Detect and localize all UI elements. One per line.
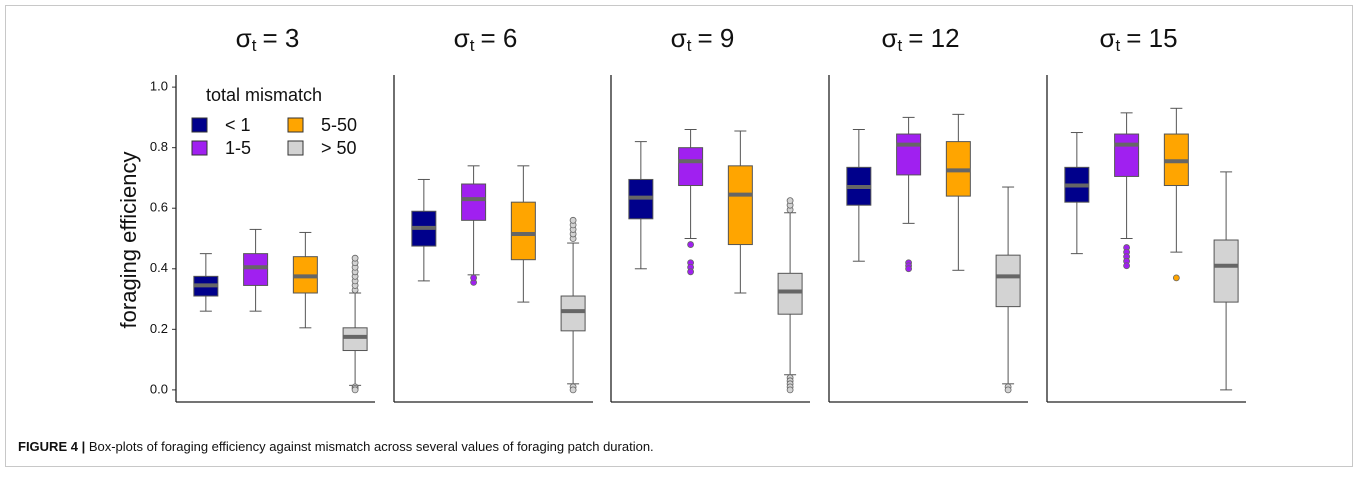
outlier — [687, 241, 694, 248]
y-tick-label: 0.6 — [150, 200, 168, 215]
panel-title: σt = 6 — [454, 23, 518, 56]
box — [727, 165, 753, 246]
panel-title-value: = 15 — [1126, 23, 1177, 53]
panel-title: σt = 9 — [671, 23, 735, 56]
caption-label: FIGURE 4 | — [18, 439, 85, 454]
panel-title-subscript: t — [252, 36, 257, 55]
panel-title-subscript: t — [687, 36, 692, 55]
y-axis-label: foraging efficiency — [116, 152, 141, 329]
legend-swatch — [191, 117, 208, 133]
outlier — [1123, 262, 1130, 270]
figure-frame — [5, 5, 1353, 467]
panel-title-subscript: t — [470, 36, 475, 55]
legend-label: < 1 — [225, 115, 251, 135]
caption-text: Box-plots of foraging efficiency against… — [89, 439, 654, 454]
panel-title-value: = 3 — [262, 23, 299, 53]
legend-label: 1-5 — [225, 138, 251, 158]
caption: FIGURE 4 | Box-plots of foraging efficie… — [18, 439, 654, 454]
legend-title: total mismatch — [206, 85, 322, 105]
panel-title-symbol: σ — [236, 23, 252, 53]
y-tick-label: 1.0 — [150, 79, 168, 94]
legend-label: 5-50 — [321, 115, 357, 135]
panel-title-symbol: σ — [1099, 23, 1115, 53]
y-tick-label: 0.2 — [150, 321, 168, 336]
panel-title-value: = 6 — [480, 23, 517, 53]
outlier — [786, 197, 794, 205]
outlier — [786, 386, 794, 394]
legend-swatch — [287, 117, 304, 133]
box — [560, 295, 586, 332]
y-tick-label: 0.8 — [150, 139, 168, 154]
panel-title-subscript: t — [1115, 36, 1120, 55]
legend-label: > 50 — [321, 138, 357, 158]
outlier — [1004, 386, 1012, 394]
panel-title-symbol: σ — [671, 23, 687, 53]
box — [510, 201, 536, 261]
outlier — [569, 386, 577, 394]
box — [896, 133, 922, 176]
box — [461, 183, 487, 221]
panel-title-symbol: σ — [454, 23, 470, 53]
legend-swatch — [287, 140, 304, 156]
y-tick-label: 0.4 — [150, 260, 168, 275]
box — [1213, 239, 1239, 303]
panel-title-value: = 9 — [697, 23, 734, 53]
box — [678, 147, 704, 187]
outlier — [687, 268, 694, 276]
outlier — [905, 265, 912, 273]
panel-title: σt = 15 — [1099, 23, 1177, 56]
outlier — [351, 386, 359, 394]
panel-title-subscript: t — [897, 36, 902, 55]
panel-title: σt = 12 — [881, 23, 959, 56]
box — [342, 327, 368, 352]
panel-title-symbol: σ — [881, 23, 897, 53]
box — [777, 272, 803, 315]
outlier — [351, 254, 359, 262]
legend-swatch — [191, 140, 208, 156]
panel-title: σt = 3 — [236, 23, 300, 56]
box — [995, 254, 1021, 308]
box — [1114, 133, 1140, 177]
y-tick-label: 0.0 — [150, 381, 168, 396]
outlier — [470, 274, 478, 282]
panel-title-value: = 12 — [908, 23, 959, 53]
outlier — [569, 216, 577, 224]
box — [243, 253, 269, 286]
outlier — [1172, 274, 1180, 282]
